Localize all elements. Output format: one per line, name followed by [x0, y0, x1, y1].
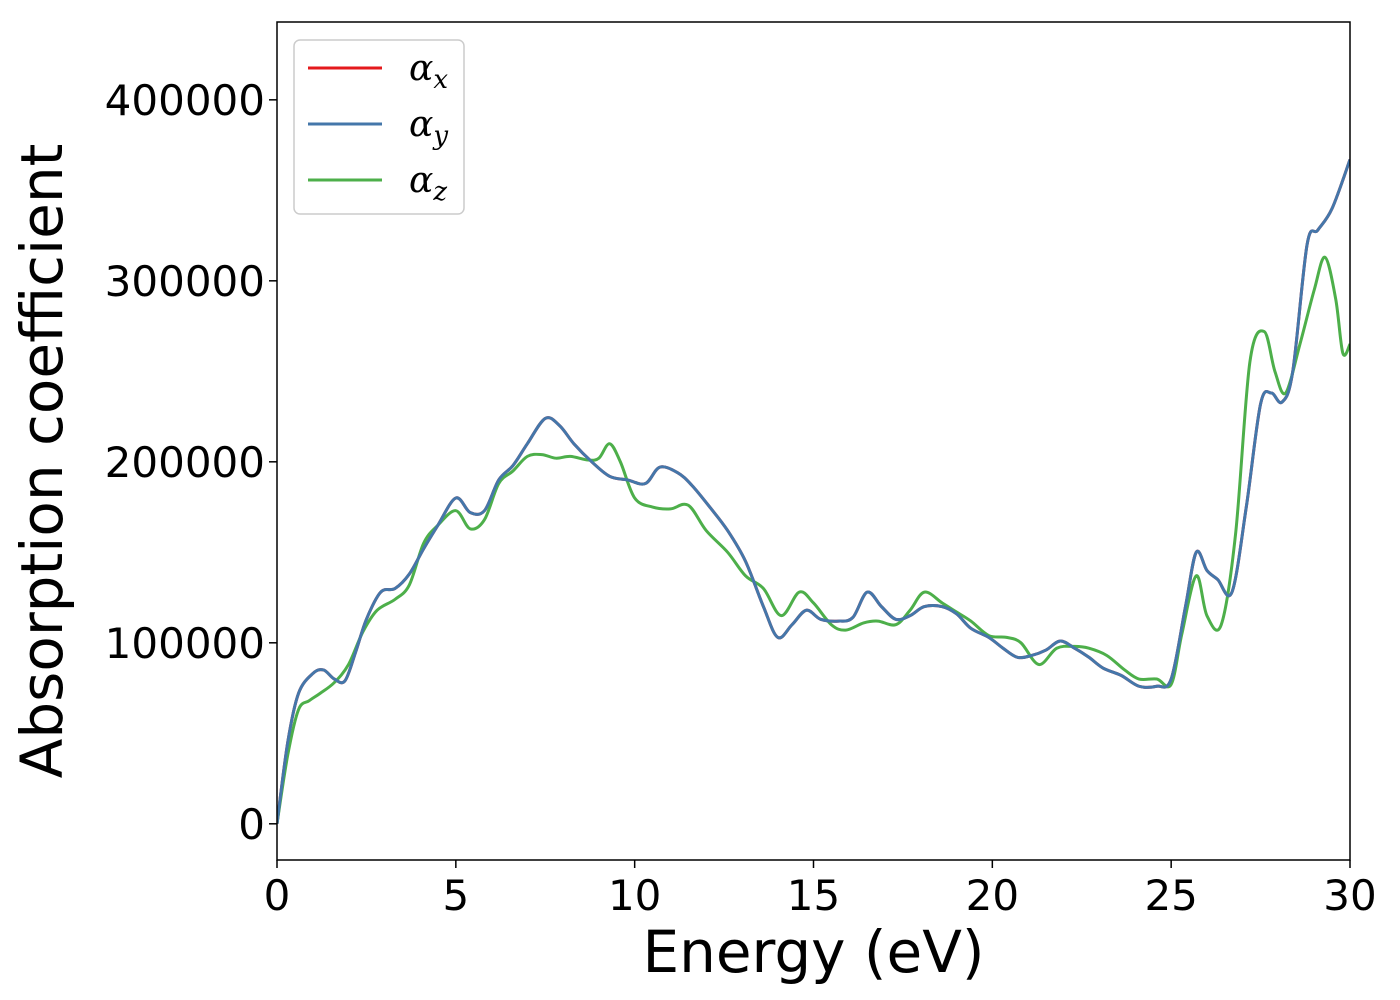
x-tick-label: 0: [264, 871, 291, 920]
x-tick-label: 20: [966, 871, 1019, 920]
x-axis-title: Energy (eV): [642, 918, 984, 986]
x-tick-label: 30: [1323, 871, 1376, 920]
y-tick-label: 300000: [105, 257, 265, 306]
y-axis-title: Absorption coefficient: [8, 144, 76, 779]
y-axis-ticks: 0 100000 200000 300000 400000: [105, 76, 277, 849]
y-tick-label: 0: [238, 800, 265, 849]
legend-label-alpha-x: αx: [409, 48, 448, 95]
x-tick-label: 10: [608, 871, 661, 920]
x-tick-label: 25: [1144, 871, 1197, 920]
series-line-alpha-y: [277, 159, 1350, 824]
y-tick-label: 200000: [105, 438, 265, 487]
x-tick-label: 15: [787, 871, 840, 920]
legend-box: [293, 39, 465, 215]
series-layer: [277, 159, 1350, 825]
y-tick-label: 100000: [105, 619, 265, 668]
x-tick-label: 5: [442, 871, 469, 920]
x-axis-ticks: 0 5 10 15 20 25 30: [264, 860, 1377, 920]
y-tick-label: 400000: [105, 76, 265, 125]
